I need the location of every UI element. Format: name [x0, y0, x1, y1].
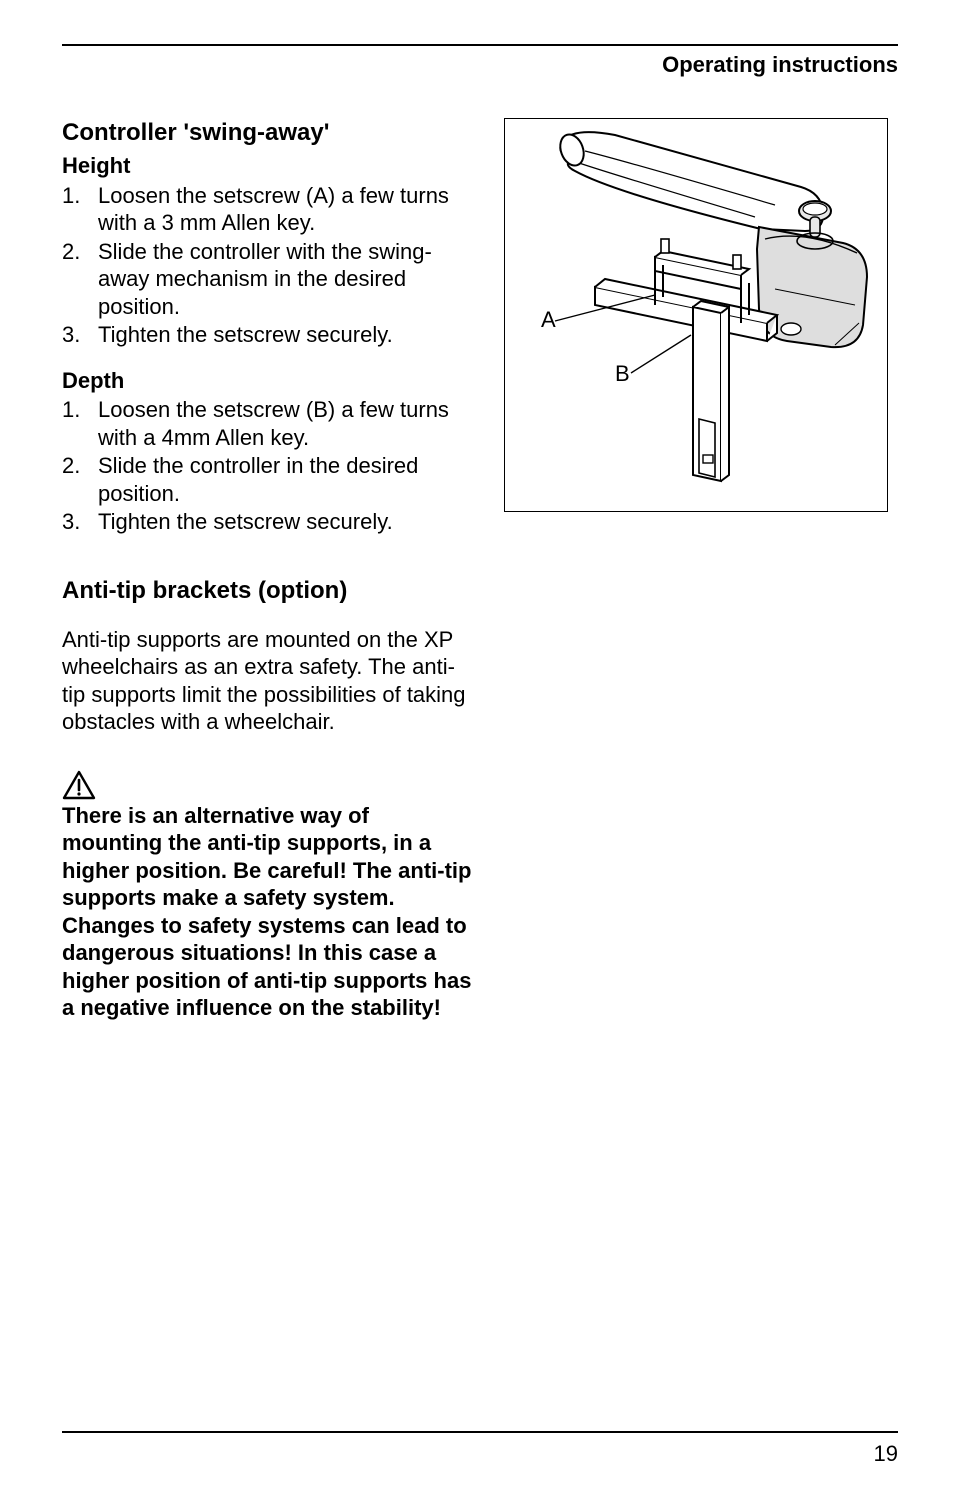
left-column: Controller 'swing-away' Height Loosen th…: [62, 118, 472, 1032]
armrest: [556, 131, 823, 231]
label-a-text: A: [541, 307, 556, 332]
warning-text: There is an alternative way of mounting …: [62, 802, 472, 1022]
figure-box: A B: [504, 118, 888, 512]
height-steps: Loosen the setscrew (A) a few turns with…: [62, 182, 472, 349]
page: Operating instructions Controller 'swing…: [0, 0, 960, 1497]
warning-icon: [62, 770, 96, 800]
label-b-text: B: [615, 361, 630, 386]
header-rule: [62, 44, 898, 46]
height-step: Loosen the setscrew (A) a few turns with…: [62, 182, 472, 237]
depth-steps: Loosen the setscrew (B) a few turns with…: [62, 396, 472, 536]
depth-step: Tighten the setscrew securely.: [62, 508, 472, 536]
height-step: Tighten the setscrew securely.: [62, 321, 472, 349]
content-columns: Controller 'swing-away' Height Loosen th…: [62, 118, 898, 1032]
header-title: Operating instructions: [662, 52, 898, 78]
label-b: B: [615, 335, 691, 386]
controller-diagram: A B: [505, 119, 889, 513]
section1-title: Controller 'swing-away': [62, 118, 472, 148]
section2-para: Anti-tip supports are mounted on the XP …: [62, 626, 472, 736]
section2-title: Anti-tip brackets (option): [62, 576, 472, 606]
height-label: Height: [62, 152, 472, 180]
page-number: 19: [874, 1441, 898, 1467]
footer-rule: [62, 1431, 898, 1433]
depth-label: Depth: [62, 367, 472, 395]
depth-step: Loosen the setscrew (B) a few turns with…: [62, 396, 472, 451]
vertical-post: [693, 301, 729, 481]
right-column: A B: [492, 118, 898, 1032]
height-step: Slide the controller with the swing-away…: [62, 238, 472, 321]
depth-step: Slide the controller in the desired posi…: [62, 452, 472, 507]
